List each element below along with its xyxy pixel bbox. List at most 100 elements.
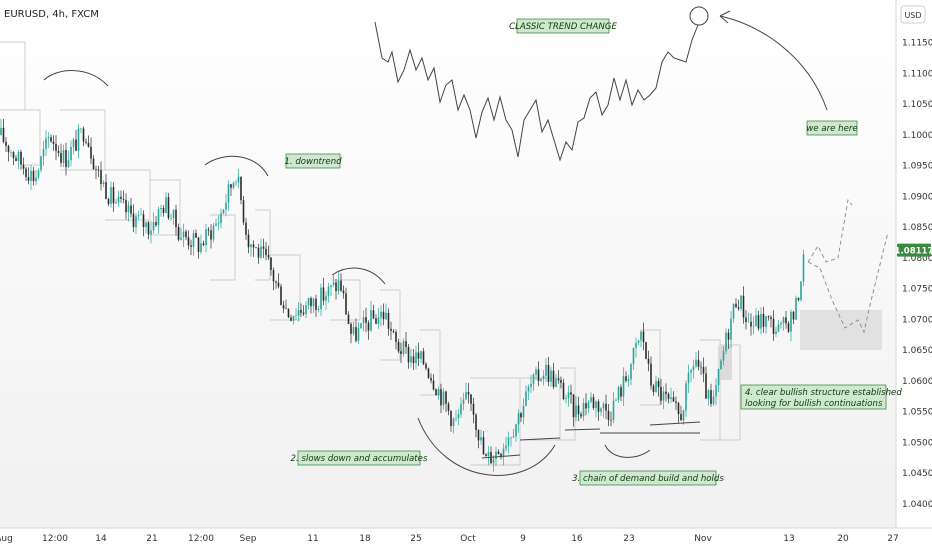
candle-body (500, 453, 502, 457)
note-chain-demand-box (579, 470, 717, 486)
candle-body (127, 205, 130, 213)
candle-body (40, 156, 42, 171)
boxes-layer (0, 41, 882, 466)
candle-body (525, 391, 527, 406)
note-bullish-text-1: 4. clear bullish structure established (745, 388, 902, 398)
price-tick-label: 1.08500 (902, 223, 932, 233)
candle-body (457, 414, 460, 419)
candle-body (292, 315, 295, 321)
candle-body (272, 269, 275, 282)
candle-body (192, 232, 195, 247)
candle-body (115, 202, 117, 204)
candle-body (757, 315, 760, 329)
candle-body (177, 227, 180, 240)
candle-body (212, 225, 215, 240)
candle-body (415, 352, 417, 364)
price-tick-label: 1.04500 (902, 469, 932, 479)
candle-body (770, 317, 772, 320)
candle-body (432, 380, 435, 390)
demand-line-1 (481, 454, 521, 459)
arc-bottom-2 (604, 444, 651, 458)
demand-line-5 (649, 421, 701, 426)
candle-body (180, 237, 182, 240)
currency-box[interactable] (900, 5, 926, 24)
candle-body (607, 410, 610, 420)
candle-body (502, 448, 505, 457)
candle-body (587, 401, 590, 409)
candle-body (232, 183, 235, 188)
candle-body (420, 351, 422, 359)
candle-body (702, 367, 705, 374)
candle-body (665, 391, 667, 395)
candle-body (527, 386, 530, 392)
candle-body (515, 424, 517, 437)
candle-body (595, 401, 597, 408)
arrow-head (719, 10, 731, 24)
candle-body (760, 313, 762, 329)
candle-body (97, 169, 100, 171)
candle-body (222, 209, 225, 214)
candle-body (340, 280, 342, 291)
candle-body (382, 311, 385, 320)
candle-body (375, 318, 377, 324)
candle-body (260, 246, 262, 258)
candle-body (397, 342, 400, 352)
price-tick-label: 1.05500 (902, 408, 932, 418)
candle-body (252, 244, 255, 248)
candle-body (327, 286, 330, 297)
candle-body (445, 391, 447, 404)
candle-body (777, 324, 780, 332)
candle-body (802, 254, 805, 282)
demand-line-2 (519, 437, 561, 441)
note-slows-down: 2. slows down and accumulates (291, 450, 428, 466)
note-bullish-text-2: looking for bullish continuations (745, 399, 883, 409)
candle-body (477, 429, 480, 441)
candle-body (165, 197, 167, 213)
candle-body (162, 208, 165, 213)
candle-body (45, 138, 47, 149)
candle-body (120, 196, 122, 199)
note-chain-demand-text: 3. chain of demand build and holds (572, 474, 724, 484)
price-tick-label: 1.08000 (902, 254, 932, 264)
candle-body (47, 137, 50, 139)
candle-body (557, 378, 560, 381)
demand-line-3 (564, 428, 601, 431)
candle-body (707, 390, 710, 399)
candle-body (425, 364, 427, 369)
candle-body (407, 346, 410, 363)
note-downtrend-box (285, 153, 341, 169)
candle-body (295, 315, 297, 317)
candle-body (782, 317, 785, 324)
candle-body (350, 323, 352, 334)
time-tick-label: 21 (146, 534, 157, 544)
candle-body (302, 312, 305, 315)
candle-body (620, 387, 622, 397)
candle-body (55, 143, 57, 151)
time-tick-label: 25 (410, 534, 421, 544)
candle-body (517, 413, 520, 425)
candle-body (342, 290, 345, 294)
candle-body (170, 217, 172, 219)
candle-body (662, 391, 665, 401)
candle-body (535, 369, 537, 375)
candle-body (82, 128, 85, 142)
currency-label: USD (904, 11, 921, 20)
candle-body (332, 282, 335, 286)
candle-body (290, 317, 292, 321)
candle-body (565, 398, 567, 400)
candle-body (50, 137, 52, 142)
candle-body (637, 340, 640, 343)
candle-body (732, 303, 735, 319)
candle-body (267, 255, 270, 258)
candle-body (12, 152, 15, 159)
candle-body (740, 295, 742, 309)
candle-body (772, 319, 775, 334)
candle-body (430, 377, 432, 381)
candle-body (2, 127, 5, 142)
candle-body (87, 142, 90, 147)
candle-body (287, 308, 290, 318)
candle-body (145, 222, 147, 228)
candle-body (612, 400, 615, 421)
candle-body (185, 231, 187, 238)
